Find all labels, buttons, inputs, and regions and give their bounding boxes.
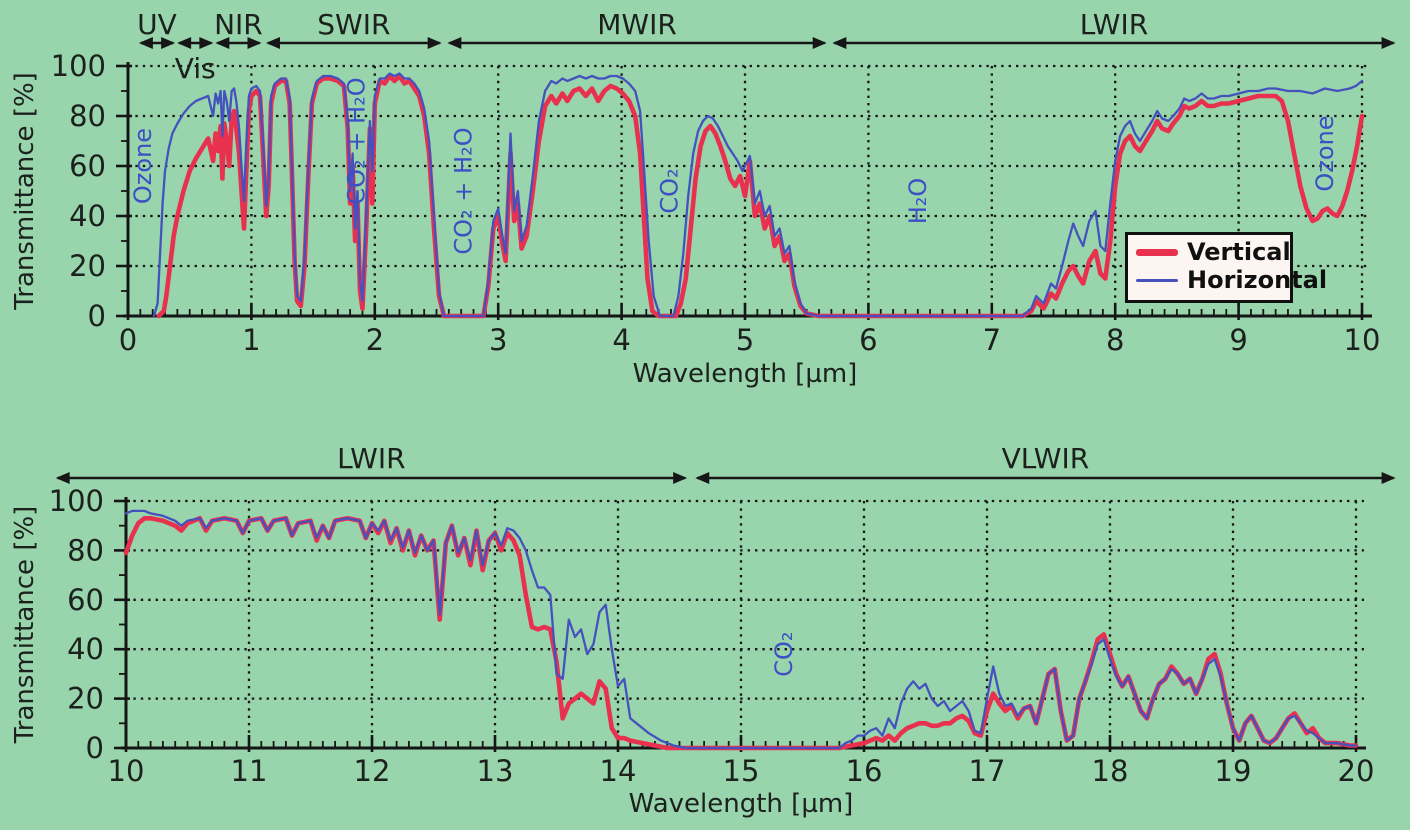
x-tick-label-14: 14 <box>600 754 637 788</box>
legend-item-vertical: Vertical <box>1136 239 1291 265</box>
y-tick-label-80: 80 <box>69 99 106 133</box>
x-tick-label-13: 13 <box>477 754 514 788</box>
annotation-4-chart1: H₂O <box>904 178 932 225</box>
annotation-0-chart2: CO₂ <box>770 631 798 676</box>
x-tick-label-18: 18 <box>1092 754 1129 788</box>
y-tick-label-0: 0 <box>88 299 106 333</box>
band-arrowhead-left-LWIR <box>832 37 847 49</box>
band-arrowhead-right-LWIR <box>673 472 688 484</box>
band-label-Vis: Vis <box>175 52 216 85</box>
band-arrowhead-right-LWIR <box>1381 37 1396 49</box>
band-label-VLWIR: VLWIR <box>1002 442 1090 475</box>
y-tick-label-20: 20 <box>67 682 104 716</box>
y-tick-label-20: 20 <box>69 249 106 283</box>
x-tick-label-12: 12 <box>354 754 391 788</box>
band-arrowhead-left-SWIR <box>265 37 280 49</box>
legend: Vertical Horizontal <box>1125 232 1327 304</box>
y-tick-label-40: 40 <box>69 199 106 233</box>
vertical-line-swatch <box>1136 249 1178 257</box>
band-label-LWIR: LWIR <box>337 442 405 475</box>
series-vertical-chart2 <box>123 515 1359 751</box>
x-tick-label-9: 9 <box>1229 323 1247 357</box>
y-tick-label-40: 40 <box>67 632 104 666</box>
annotation-3-chart1: CO₂ <box>656 168 684 213</box>
annotation-2-chart1: CO₂ + H₂O <box>450 127 478 254</box>
series-horizontal-chart1 <box>152 72 1364 318</box>
x-tick-label-15: 15 <box>723 754 760 788</box>
band-arrowhead-right-UV <box>161 37 176 49</box>
x-tick-label-20: 20 <box>1338 754 1375 788</box>
x-tick-label-10: 10 <box>1344 323 1381 357</box>
x-tick-label-6: 6 <box>859 323 877 357</box>
y-tick-label-100: 100 <box>49 484 104 518</box>
band-label-SWIR: SWIR <box>317 8 390 41</box>
band-arrowhead-right-SWIR <box>427 37 442 49</box>
x-axis-title: Wavelength [µm] <box>633 359 858 389</box>
y-tick-label-60: 60 <box>67 583 104 617</box>
x-tick-label-3: 3 <box>489 323 507 357</box>
y-tick-label-0: 0 <box>86 731 104 765</box>
x-tick-label-10: 10 <box>108 754 145 788</box>
band-arrowhead-left-LWIR <box>55 472 70 484</box>
x-tick-label-8: 8 <box>1106 323 1124 357</box>
band-arrowhead-left-MWIR <box>447 37 462 49</box>
y-tick-label-60: 60 <box>69 149 106 183</box>
series-horizontal-chart2 <box>124 509 1358 750</box>
band-label-LWIR: LWIR <box>1080 8 1148 41</box>
annotation-0-chart1: Ozone <box>129 128 157 204</box>
band-arrowhead-right-MWIR <box>812 37 827 49</box>
y-axis-title: Transmittance [%] <box>10 72 40 311</box>
band-arrowhead-left-Vis <box>177 37 192 49</box>
y-tick-label-100: 100 <box>51 49 106 83</box>
y-tick-label-80: 80 <box>67 533 104 567</box>
x-tick-label-0: 0 <box>119 323 137 357</box>
band-arrowhead-left-VLWIR <box>695 472 710 484</box>
y-axis-title: Transmittance [%] <box>10 506 40 745</box>
x-tick-label-17: 17 <box>969 754 1006 788</box>
x-tick-label-5: 5 <box>736 323 754 357</box>
annotation-1-chart1: CO₂ + H₂O <box>342 77 370 204</box>
x-tick-label-19: 19 <box>1215 754 1252 788</box>
horizontal-line-swatch <box>1136 279 1178 283</box>
annotation-5-chart1: Ozone <box>1311 115 1339 191</box>
x-tick-label-4: 4 <box>612 323 630 357</box>
legend-label-vertical: Vertical <box>1187 238 1291 266</box>
band-arrowhead-right-NIR <box>247 37 262 49</box>
band-label-NIR: NIR <box>214 8 263 41</box>
band-arrowhead-left-UV <box>138 37 153 49</box>
band-arrowhead-right-VLWIR <box>1381 472 1396 484</box>
x-tick-label-1: 1 <box>242 323 260 357</box>
band-arrowhead-left-NIR <box>215 37 230 49</box>
x-tick-label-7: 7 <box>983 323 1001 357</box>
x-tick-label-11: 11 <box>231 754 268 788</box>
x-tick-label-16: 16 <box>846 754 883 788</box>
legend-label-horizontal: Horizontal <box>1187 266 1328 295</box>
band-arrowhead-right-Vis <box>199 37 214 49</box>
legend-item-horizontal: Horizontal <box>1136 267 1327 293</box>
band-label-UV: UV <box>137 8 177 41</box>
x-axis-title: Wavelength [µm] <box>629 789 854 819</box>
band-label-MWIR: MWIR <box>597 8 677 41</box>
x-tick-label-2: 2 <box>366 323 384 357</box>
